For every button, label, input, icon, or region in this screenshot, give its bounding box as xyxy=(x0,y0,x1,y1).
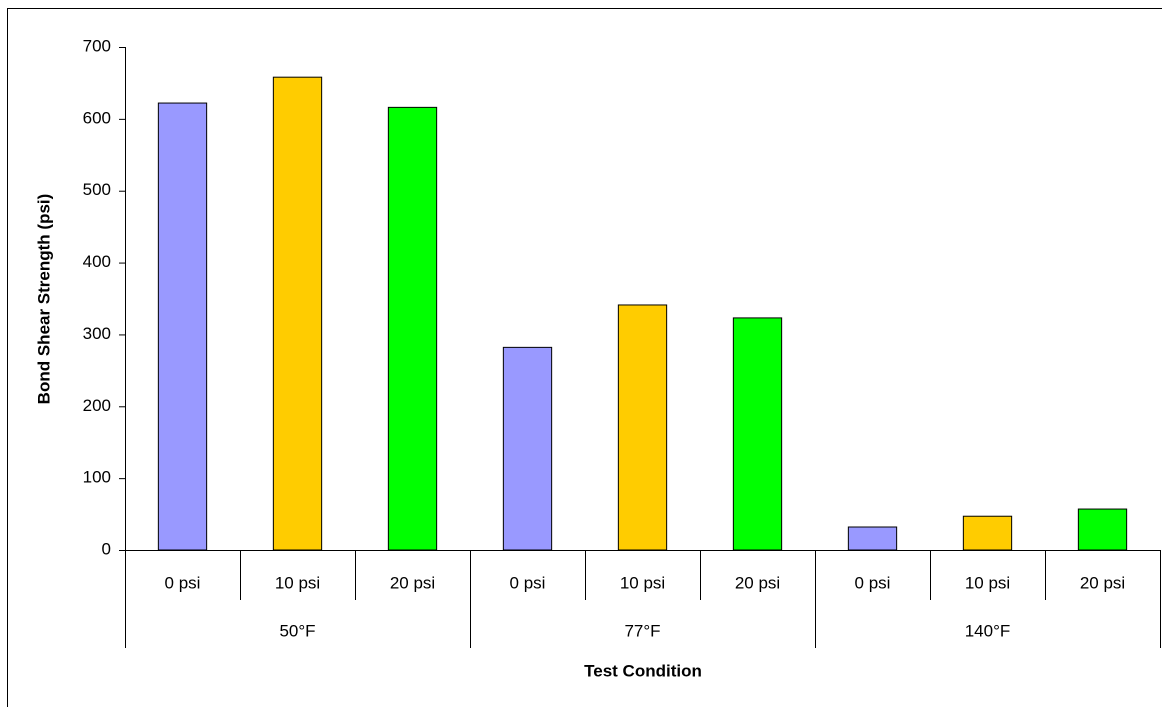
y-axis-title: Bond Shear Strength (psi) xyxy=(34,194,53,405)
x-tick-label: 10 psi xyxy=(275,573,320,592)
bar xyxy=(387,106,438,551)
x-group-label: 50°F xyxy=(279,621,315,640)
y-tick-label: 300 xyxy=(83,324,111,343)
bar xyxy=(502,346,553,551)
x-tick-label: 10 psi xyxy=(965,573,1010,592)
bar xyxy=(1077,508,1128,551)
y-tick-label: 100 xyxy=(83,468,111,487)
x-tick-label: 20 psi xyxy=(390,573,435,592)
y-tick-label: 400 xyxy=(83,252,111,271)
bar xyxy=(617,304,668,551)
bar xyxy=(962,515,1013,551)
x-axis-title: Test Condition xyxy=(584,661,702,680)
y-tick-label: 200 xyxy=(83,396,111,415)
bar xyxy=(732,317,783,551)
x-tick-label: 0 psi xyxy=(510,573,546,592)
x-group-label: 140°F xyxy=(965,621,1011,640)
bar xyxy=(272,76,323,551)
y-tick-label: 0 xyxy=(102,539,111,558)
y-tick-label: 700 xyxy=(83,36,111,55)
x-tick-label: 10 psi xyxy=(620,573,665,592)
x-tick-label: 20 psi xyxy=(1080,573,1125,592)
y-tick-label: 500 xyxy=(83,180,111,199)
bar xyxy=(847,526,898,551)
x-tick-label: 0 psi xyxy=(855,573,891,592)
y-tick-label: 600 xyxy=(83,108,111,127)
x-tick-label: 20 psi xyxy=(735,573,780,592)
bar xyxy=(157,102,208,551)
x-tick-label: 0 psi xyxy=(165,573,201,592)
x-group-label: 77°F xyxy=(624,621,660,640)
